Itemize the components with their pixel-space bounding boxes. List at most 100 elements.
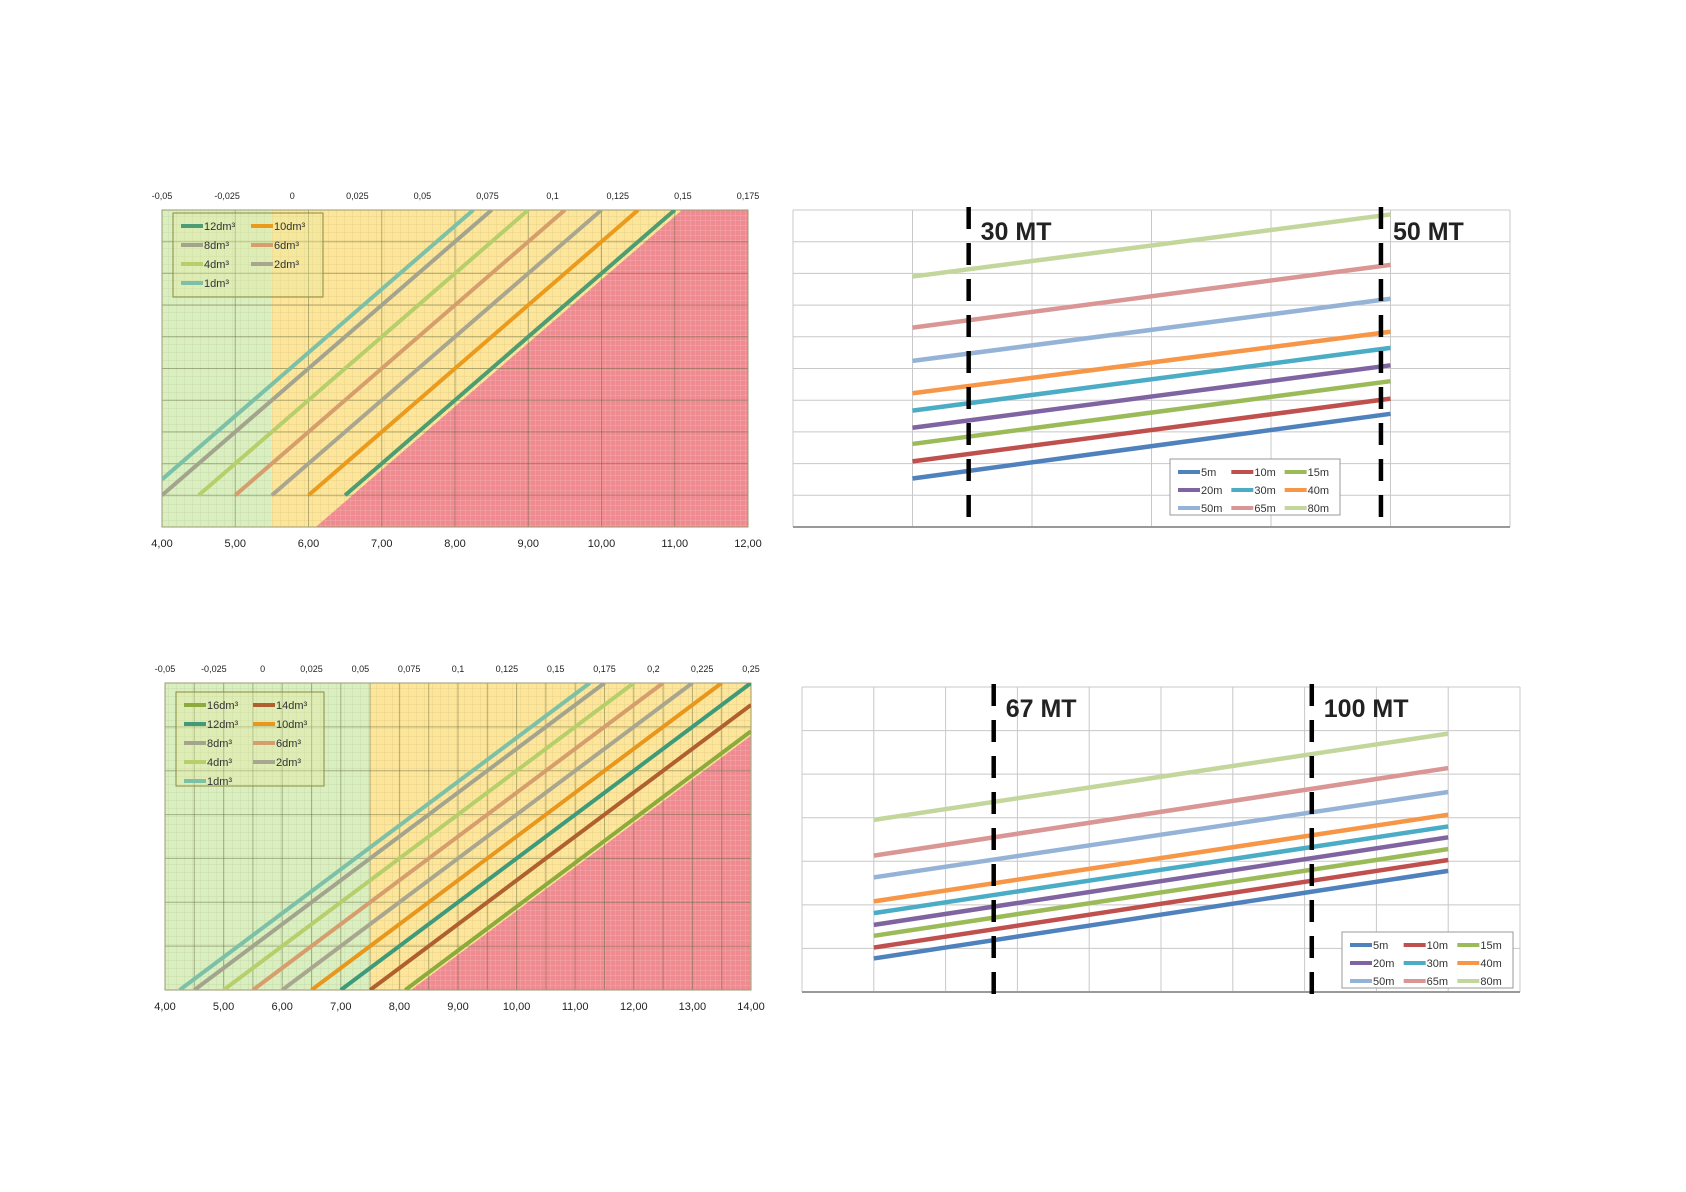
series-line-50m — [873, 789, 1449, 880]
series-line-10m — [873, 857, 1449, 950]
legend-label: 10m — [1427, 940, 1448, 952]
legend-label: 8dm³ — [207, 738, 232, 750]
x-tick-label: 12,00 — [734, 538, 762, 550]
chart-bottom-right-67-100mt: 67 MT 100 MT 5m 10m 15m 20m 30m 40m 50m 65m 80m — [801, 684, 1521, 994]
legend-label: 40m — [1480, 958, 1501, 970]
legend-label: 30m — [1254, 485, 1275, 497]
legend-label: 15m — [1308, 467, 1329, 479]
top-tick-label: -0,05 — [155, 664, 176, 674]
x-tick-label: 6,00 — [271, 1001, 292, 1013]
top-tick-label: 0,15 — [547, 664, 565, 674]
series-line-2dm — [270, 210, 603, 497]
legend-box — [175, 691, 325, 787]
top-tick-label: 0,05 — [352, 664, 370, 674]
series-line-14dm — [368, 703, 751, 990]
legend-label: 20m — [1201, 485, 1222, 497]
top-tick-label: 0,025 — [300, 664, 323, 674]
series-line-40m — [873, 812, 1449, 904]
x-tick-label: 9,00 — [518, 538, 539, 550]
legend-label: 80m — [1480, 976, 1501, 988]
x-tick-label: 4,00 — [154, 1001, 175, 1013]
series-line-10dm — [310, 683, 723, 990]
series-line-6dm — [233, 210, 567, 497]
series-line-1dm — [162, 210, 475, 481]
top-tick-label: 0,2 — [647, 664, 660, 674]
x-tick-label: 11,00 — [562, 1001, 589, 1013]
x-tick-label: 14,00 — [737, 1001, 765, 1013]
legend-label: 10m — [1254, 467, 1275, 479]
legend-label: 12dm³ — [207, 719, 239, 731]
legend-label: 30m — [1427, 958, 1448, 970]
legend-label: 15m — [1480, 940, 1501, 952]
series-line-80m — [912, 212, 1391, 279]
red-zone-grid — [315, 210, 748, 527]
top-tick-label: -0,025 — [214, 191, 240, 201]
top-tick-label: 0,15 — [674, 191, 692, 201]
top-tick-label: 0,125 — [607, 191, 630, 201]
legend-label: 20m — [1373, 958, 1394, 970]
x-tick-label: 10,00 — [588, 538, 616, 550]
series-group — [912, 212, 1391, 481]
marker-label: 50 MT — [1393, 218, 1464, 246]
top-tick-label: 0,1 — [546, 191, 559, 201]
series-line-30m — [912, 345, 1391, 413]
series-line-65m — [873, 765, 1449, 858]
legend-label: 80m — [1308, 503, 1329, 515]
legend-label: 65m — [1427, 976, 1448, 988]
x-tick-label: 13,00 — [679, 1001, 707, 1013]
top-tick-label: 0,125 — [496, 664, 519, 674]
plot-border — [161, 209, 749, 528]
x-tick-label: 8,00 — [389, 1001, 410, 1013]
legend-label: 4dm³ — [207, 757, 232, 769]
series-line-20m — [873, 835, 1449, 928]
series-line-12dm — [339, 683, 751, 990]
top-tick-label: 0 — [290, 191, 295, 201]
x-tick-label: 6,00 — [298, 538, 319, 550]
red-zone-grid — [411, 735, 751, 990]
top-tick-label: 0,025 — [346, 191, 369, 201]
legend-box — [1341, 931, 1514, 989]
top-tick-label: 0,175 — [737, 191, 760, 201]
top-tick-label: 0,1 — [452, 664, 465, 674]
series-line-12dm — [343, 210, 677, 497]
series-line-50m — [912, 296, 1391, 364]
legend-label: 6dm³ — [276, 738, 301, 750]
legend-label: 10dm³ — [276, 719, 308, 731]
series-line-10m — [912, 396, 1391, 464]
legend-label: 1dm³ — [207, 776, 232, 788]
series-line-80m — [873, 731, 1449, 823]
series-line-16dm — [404, 729, 751, 990]
series-line-6dm — [251, 683, 665, 990]
series-group — [873, 731, 1449, 961]
series-line-4dm — [222, 683, 635, 990]
top-tick-label: 0,075 — [398, 664, 421, 674]
top-tick-label: 0,175 — [593, 664, 616, 674]
x-tick-label: 11,00 — [661, 538, 688, 550]
legend-label: 16dm³ — [207, 700, 239, 712]
x-tick-label: 7,00 — [371, 538, 392, 550]
series-line-15m — [873, 846, 1449, 939]
x-tick-label: 4,00 — [151, 538, 172, 550]
legend-label: 2dm³ — [274, 259, 299, 271]
series-line-8dm — [193, 683, 606, 990]
legend-label: 1dm³ — [204, 278, 229, 290]
legend-label: 10dm³ — [274, 221, 306, 233]
series-group — [178, 683, 751, 990]
series-line-5m — [912, 411, 1391, 481]
series-line-20m — [912, 363, 1391, 431]
legend-label: 12dm³ — [204, 221, 236, 233]
legend-label: 5m — [1201, 467, 1216, 479]
top-tick-label: 0,075 — [476, 191, 499, 201]
legend-label: 50m — [1373, 976, 1394, 988]
series-line-4dm — [197, 210, 530, 497]
x-tick-label: 7,00 — [330, 1001, 351, 1013]
legend-label: 6dm³ — [274, 240, 299, 252]
series-line-40m — [912, 329, 1391, 396]
plot-border — [164, 682, 752, 991]
top-tick-label: 0,05 — [414, 191, 432, 201]
x-tick-label: 5,00 — [225, 538, 246, 550]
marker-label: 67 MT — [1006, 695, 1077, 723]
chart-top-left-volume-zones: 4,00 5,00 6,00 7,00 8,00 9,00 10,00 11,00 12,00 -… — [151, 191, 761, 550]
chart-top-right-30-50mt: 30 MT 50 MT 5m 10m 15m 20m 30m 40m 50m 65m 80m — [792, 207, 1511, 529]
